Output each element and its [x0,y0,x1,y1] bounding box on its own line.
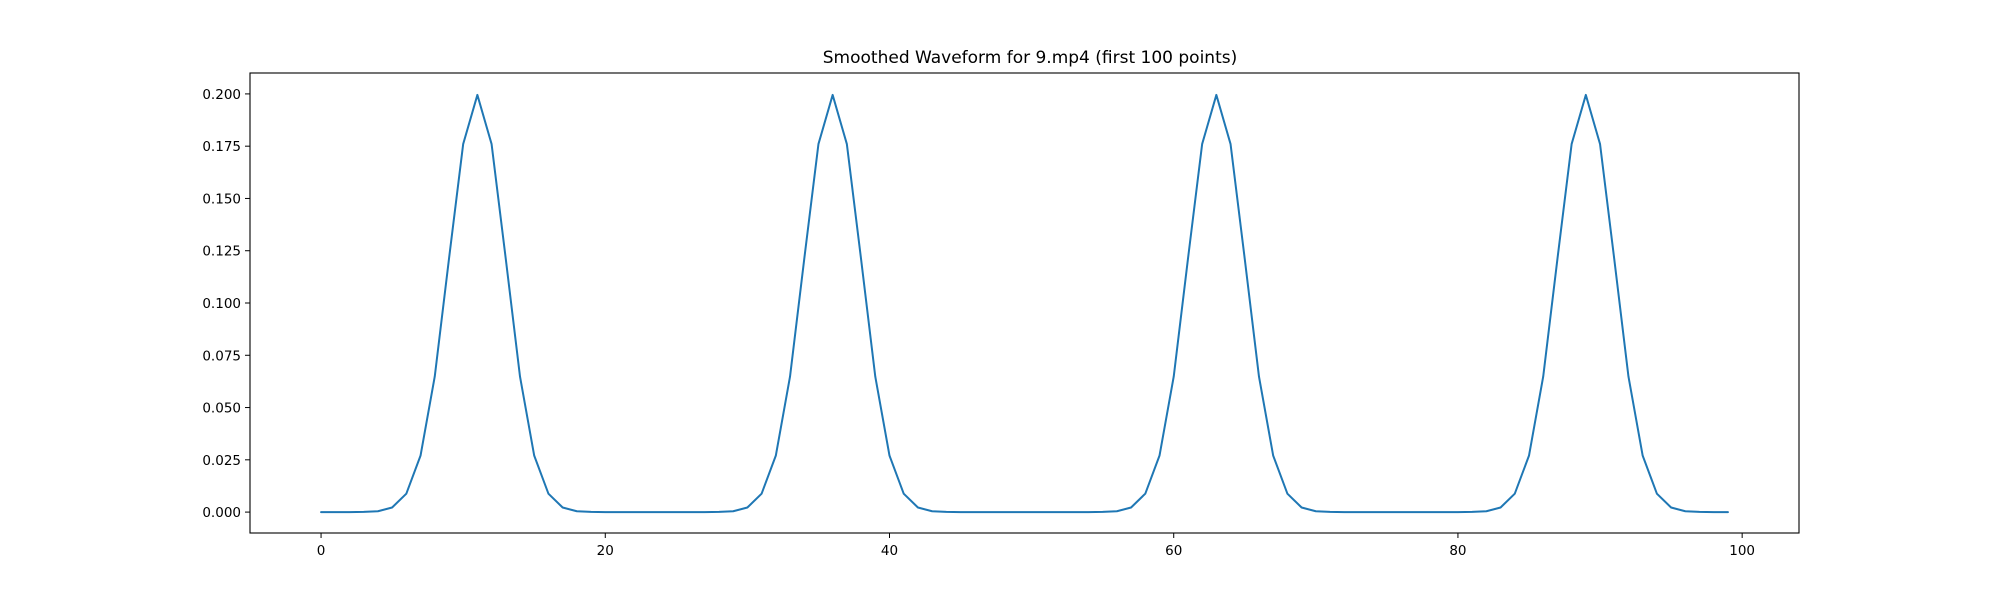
x-tick-label: 80 [1449,543,1466,559]
x-axis: 0 20 40 60 80 100 [317,533,1755,559]
y-tick-label: 0.175 [202,139,241,155]
y-axis: 0.000 0.025 0.050 0.075 0.100 0.125 0.150 0.175… [202,87,250,521]
y-tick-label: 0.025 [202,453,241,469]
x-tick-label: 100 [1729,543,1755,559]
plot-lines [320,93,1729,514]
y-tick-label: 0.075 [202,348,241,364]
chart-title: Smoothed Waveform for 9.mp4 (first 100 p… [823,48,1237,68]
x-tick-label: 0 [317,543,326,559]
y-tick-label: 0.200 [202,87,241,103]
plot-area-frame [249,72,1800,534]
x-tick-label: 40 [881,543,898,559]
waveform-series-line [320,93,1729,514]
x-tick-label: 60 [1165,543,1182,559]
y-tick-label: 0.150 [202,191,241,207]
y-tick-label: 0.100 [202,296,241,312]
y-tick-label: 0.000 [202,505,241,521]
y-tick-label: 0.125 [202,244,241,260]
x-tick-label: 20 [597,543,614,559]
y-tick-label: 0.050 [202,401,241,417]
